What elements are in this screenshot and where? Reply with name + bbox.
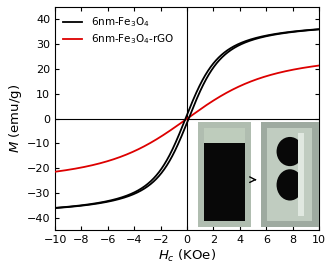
X-axis label: $\mathit{H_c}$ (KOe): $\mathit{H_c}$ (KOe) [158, 248, 216, 264]
Ellipse shape [276, 137, 303, 166]
Bar [197, 122, 251, 227]
Bar [267, 128, 312, 221]
Y-axis label: $\mathit{M}$ (emu/g): $\mathit{M}$ (emu/g) [7, 84, 24, 153]
Legend: 6nm-Fe$_3$O$_4$, 6nm-Fe$_3$O$_4$-rGO: 6nm-Fe$_3$O$_4$, 6nm-Fe$_3$O$_4$-rGO [60, 12, 177, 49]
Bar [261, 122, 319, 227]
Bar [204, 143, 245, 221]
Ellipse shape [276, 169, 303, 201]
Bar [204, 128, 245, 221]
Bar [298, 133, 304, 216]
